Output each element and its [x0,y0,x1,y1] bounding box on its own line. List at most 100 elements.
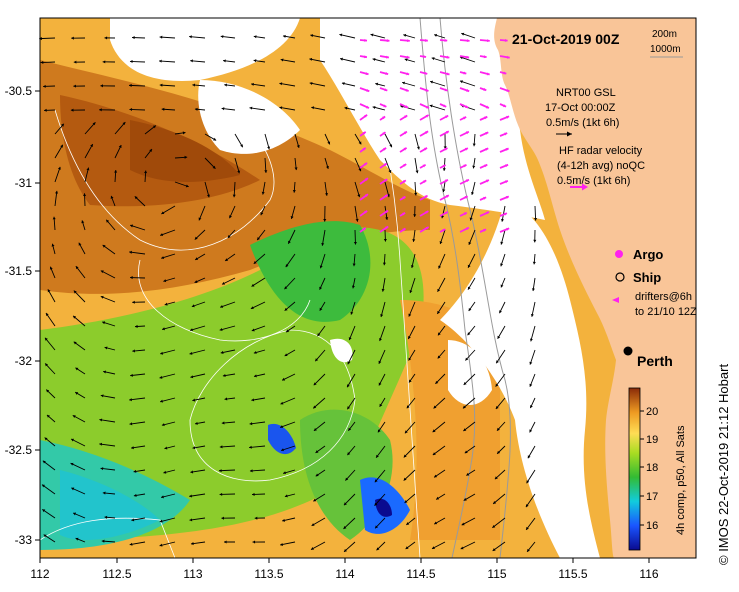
model-arrow-head [497,450,501,454]
bathymetry-contours [40,39,421,558]
radar-arrow-head [463,116,467,120]
model-arrow-head [72,415,76,418]
model-arrow [129,541,146,546]
model-arrow-head [351,285,355,289]
model-arrow-head [100,84,103,88]
model-arrow-head [70,462,74,466]
model-arrow-head [500,263,504,267]
model-arrow-head [60,144,63,148]
argo-label: Argo [633,247,663,262]
model-arrow-head [432,429,436,433]
model-arrow-head [252,540,256,544]
model-arrow-head [198,217,202,221]
model-arrow [438,253,446,269]
model-arrow-head [192,83,196,87]
model-arrow-head [102,321,106,325]
radar-arrow-head [442,164,446,168]
radar-arrow-head [423,180,427,184]
colorbar [628,387,641,551]
model-arrow-head [264,170,268,173]
model-arrow-head [315,358,319,362]
model-arrow-head [192,446,196,450]
radar-arrow-head [362,147,366,151]
model-arrow-head [529,383,533,387]
model-arrow-head [432,452,436,455]
model-arrow [129,84,146,87]
model-arrow-head [408,336,411,340]
model-arrow [159,373,176,379]
model-arrow-head [533,239,537,243]
model-arrow-head [159,543,163,547]
radar-arrow-head [385,210,389,214]
x-tick-label: 112.5 [102,567,131,581]
model-arrow-head [130,276,133,280]
radar-arrow-head [503,212,507,216]
model-arrow-head [254,516,258,520]
model-arrow [409,277,416,294]
model-arrow [189,517,206,521]
model-arrow-head [134,324,138,329]
radar-arrow-head [464,196,468,199]
model-arrow-head [319,286,323,290]
model-arrow-head [438,265,442,269]
radar-arrow-head [463,71,467,75]
model-arrow [70,438,86,447]
model-arrow-head [102,244,106,248]
model-arrow-head [441,215,445,219]
model-arrow-head [129,422,133,426]
model-arrow-head [288,240,291,244]
model-arrow-head [388,169,392,173]
model-arrow-head [219,492,223,496]
model-arrow-head [412,239,416,242]
model-arrow [384,157,392,174]
model-arrow-head [383,238,387,242]
radar-label-3: 0.5m/s (1kt 6h) [557,175,630,187]
model-arrow-head [51,243,55,247]
model-arrow [429,104,446,111]
colorbar-label: 4h comp, p50, All Sats [675,425,687,535]
model-arrow-head [415,170,419,174]
model-arrow [321,229,326,246]
radar-arrow-head [465,227,469,231]
radar-arrow-head [386,39,390,43]
radar-arrow-head [484,164,488,168]
model-arrow-head [348,427,352,431]
model-arrow-head [284,494,288,498]
radar-arrow-head [362,227,366,231]
model-arrow-head [220,350,224,354]
y-tick-label: -30.5 [5,84,33,98]
radar-arrow-head [405,88,409,92]
model-arrow-head [106,219,110,223]
model-arrow [219,325,236,331]
model-arrow-head [378,382,382,386]
model-arrow [99,443,116,447]
model-arrow-head [221,421,225,425]
model-arrow-head [182,131,186,135]
y-tick-label: -33 [15,533,33,547]
model-arrow [129,421,146,425]
model-arrow-head [190,328,193,332]
model-arrow-head [344,106,348,110]
radar-arrow-head [405,105,409,109]
model-arrow-head [376,547,380,551]
radar-arrow-head [425,38,428,43]
model-arrow-head [159,59,162,63]
model-arrow-head [102,60,106,64]
model-arrow-head [431,57,435,61]
model-arrow-head [292,189,296,193]
model-arrow [161,205,176,215]
model-arrow-head [527,548,530,552]
model-arrow-head [75,367,79,371]
model-arrow [39,37,56,40]
model-arrow [114,121,126,135]
model-arrow-head [134,196,138,200]
model-arrow-head [408,313,412,317]
model-arrow-head [73,290,77,294]
model-arrow-head [527,455,531,459]
model-arrow-head [222,373,226,378]
model-arrow-head [374,479,378,483]
shelf-contours [419,18,511,558]
model-arrow-head [403,454,407,458]
radar-arrow-head [383,163,387,167]
x-tick-label: 112 [30,567,49,581]
